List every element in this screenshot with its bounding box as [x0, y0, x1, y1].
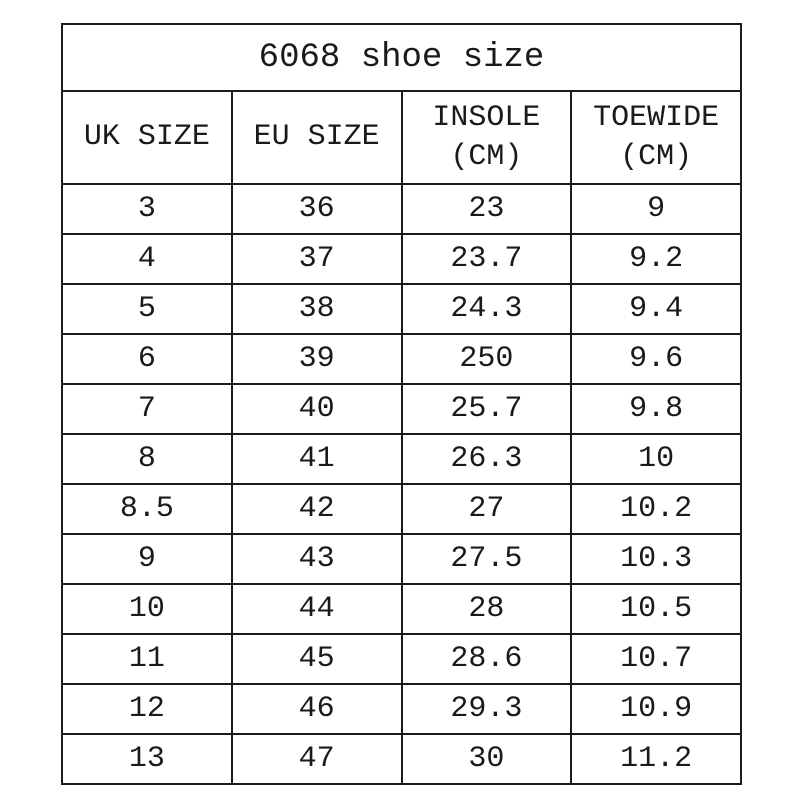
table-cell-toewide: 9.6: [570, 333, 742, 385]
table-row: 8 41 26.3 10: [61, 433, 742, 485]
table-cell-eu-size: 37: [230, 233, 403, 285]
table-cell-eu-size: 43: [230, 533, 403, 585]
table-cell-uk-size: 8: [61, 433, 233, 485]
table-row: 5 38 24.3 9.4: [61, 283, 742, 335]
shoe-size-table: 6068 shoe size UK SIZE EU SIZE INSOLE (C…: [61, 23, 742, 785]
table-cell-uk-size: 9: [61, 533, 233, 585]
table-cell-toewide: 9.8: [570, 383, 742, 435]
table-cell-toewide: 10.2: [570, 483, 742, 535]
title-row: 6068 shoe size: [61, 23, 742, 92]
table-cell-insole: 23: [400, 183, 573, 235]
table-cell-eu-size: 42: [230, 483, 403, 535]
table-cell-eu-size: 39: [230, 333, 403, 385]
table-cell-toewide: 10.5: [570, 583, 742, 635]
column-header-label: EU SIZE: [253, 120, 380, 155]
table-cell-eu-size: 41: [230, 433, 403, 485]
table-cell-eu-size: 38: [230, 283, 403, 335]
table-row: 4 37 23.7 9.2: [61, 233, 742, 285]
table-row: 6 39 250 9.6: [61, 333, 742, 385]
table-cell-toewide: 9.4: [570, 283, 742, 335]
table-cell-toewide: 10.7: [570, 633, 742, 685]
table-cell-uk-size: 11: [61, 633, 233, 685]
table-cell-eu-size: 44: [230, 583, 403, 635]
table-cell-eu-size: 45: [230, 633, 403, 685]
column-header-unit: (CM): [450, 139, 523, 174]
header-row: UK SIZE EU SIZE INSOLE (CM) TOEWIDE (CM): [61, 90, 742, 185]
table-cell-insole: 23.7: [400, 233, 573, 285]
table-cell-uk-size: 8.5: [61, 483, 233, 535]
table-row: 13 47 30 11.2: [61, 733, 742, 785]
table-row: 7 40 25.7 9.8: [61, 383, 742, 435]
table-title: 6068 shoe size: [61, 23, 742, 92]
table-cell-toewide: 9: [570, 183, 742, 235]
column-header-unit: (CM): [620, 139, 693, 174]
table-row: 9 43 27.5 10.3: [61, 533, 742, 585]
column-header-label: UK SIZE: [83, 120, 210, 155]
column-header-label: TOEWIDE: [593, 101, 720, 136]
table-cell-insole: 25.7: [400, 383, 573, 435]
column-header-label: INSOLE: [432, 101, 541, 136]
column-header-toewide-cm: TOEWIDE (CM): [570, 90, 742, 185]
table-cell-toewide: 10.9: [570, 683, 742, 735]
table-row: 10 44 28 10.5: [61, 583, 742, 635]
table-cell-toewide: 10: [570, 433, 742, 485]
table-row: 12 46 29.3 10.9: [61, 683, 742, 735]
table-cell-insole: 30: [400, 733, 573, 785]
column-header-insole-cm: INSOLE (CM): [400, 90, 573, 185]
table-cell-uk-size: 4: [61, 233, 233, 285]
table-cell-uk-size: 7: [61, 383, 233, 435]
table-row: 11 45 28.6 10.7: [61, 633, 742, 685]
table-cell-uk-size: 6: [61, 333, 233, 385]
table-cell-eu-size: 47: [230, 733, 403, 785]
table-cell-insole: 28: [400, 583, 573, 635]
table-cell-uk-size: 13: [61, 733, 233, 785]
table-cell-insole: 27.5: [400, 533, 573, 585]
table-cell-insole: 24.3: [400, 283, 573, 335]
table-cell-eu-size: 40: [230, 383, 403, 435]
table-cell-uk-size: 5: [61, 283, 233, 335]
table-cell-uk-size: 12: [61, 683, 233, 735]
table-cell-insole: 27: [400, 483, 573, 535]
table-cell-insole: 28.6: [400, 633, 573, 685]
table-cell-insole: 26.3: [400, 433, 573, 485]
table-body: 3 36 23 9 4 37 23.7 9.2 5 38 24.3 9.4 6 …: [61, 183, 742, 785]
table-cell-eu-size: 36: [230, 183, 403, 235]
table-cell-uk-size: 10: [61, 583, 233, 635]
table-cell-uk-size: 3: [61, 183, 233, 235]
table-cell-toewide: 9.2: [570, 233, 742, 285]
table-cell-toewide: 11.2: [570, 733, 742, 785]
table-cell-toewide: 10.3: [570, 533, 742, 585]
table-cell-eu-size: 46: [230, 683, 403, 735]
column-header-uk-size: UK SIZE: [61, 90, 233, 185]
column-header-eu-size: EU SIZE: [230, 90, 403, 185]
table-cell-insole: 29.3: [400, 683, 573, 735]
table-head: 6068 shoe size UK SIZE EU SIZE INSOLE (C…: [61, 23, 742, 185]
table-row: 3 36 23 9: [61, 183, 742, 235]
table-cell-insole: 250: [400, 333, 573, 385]
table-row: 8.5 42 27 10.2: [61, 483, 742, 535]
